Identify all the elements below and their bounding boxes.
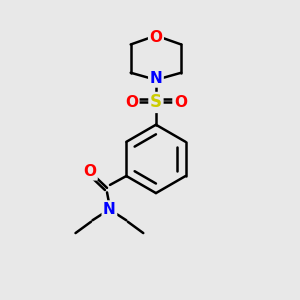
Text: N: N: [103, 202, 116, 217]
Text: S: S: [150, 93, 162, 111]
Text: N: N: [150, 71, 162, 86]
Text: O: O: [174, 95, 187, 110]
Text: O: O: [83, 164, 96, 179]
Text: O: O: [125, 95, 138, 110]
Text: O: O: [149, 30, 162, 45]
